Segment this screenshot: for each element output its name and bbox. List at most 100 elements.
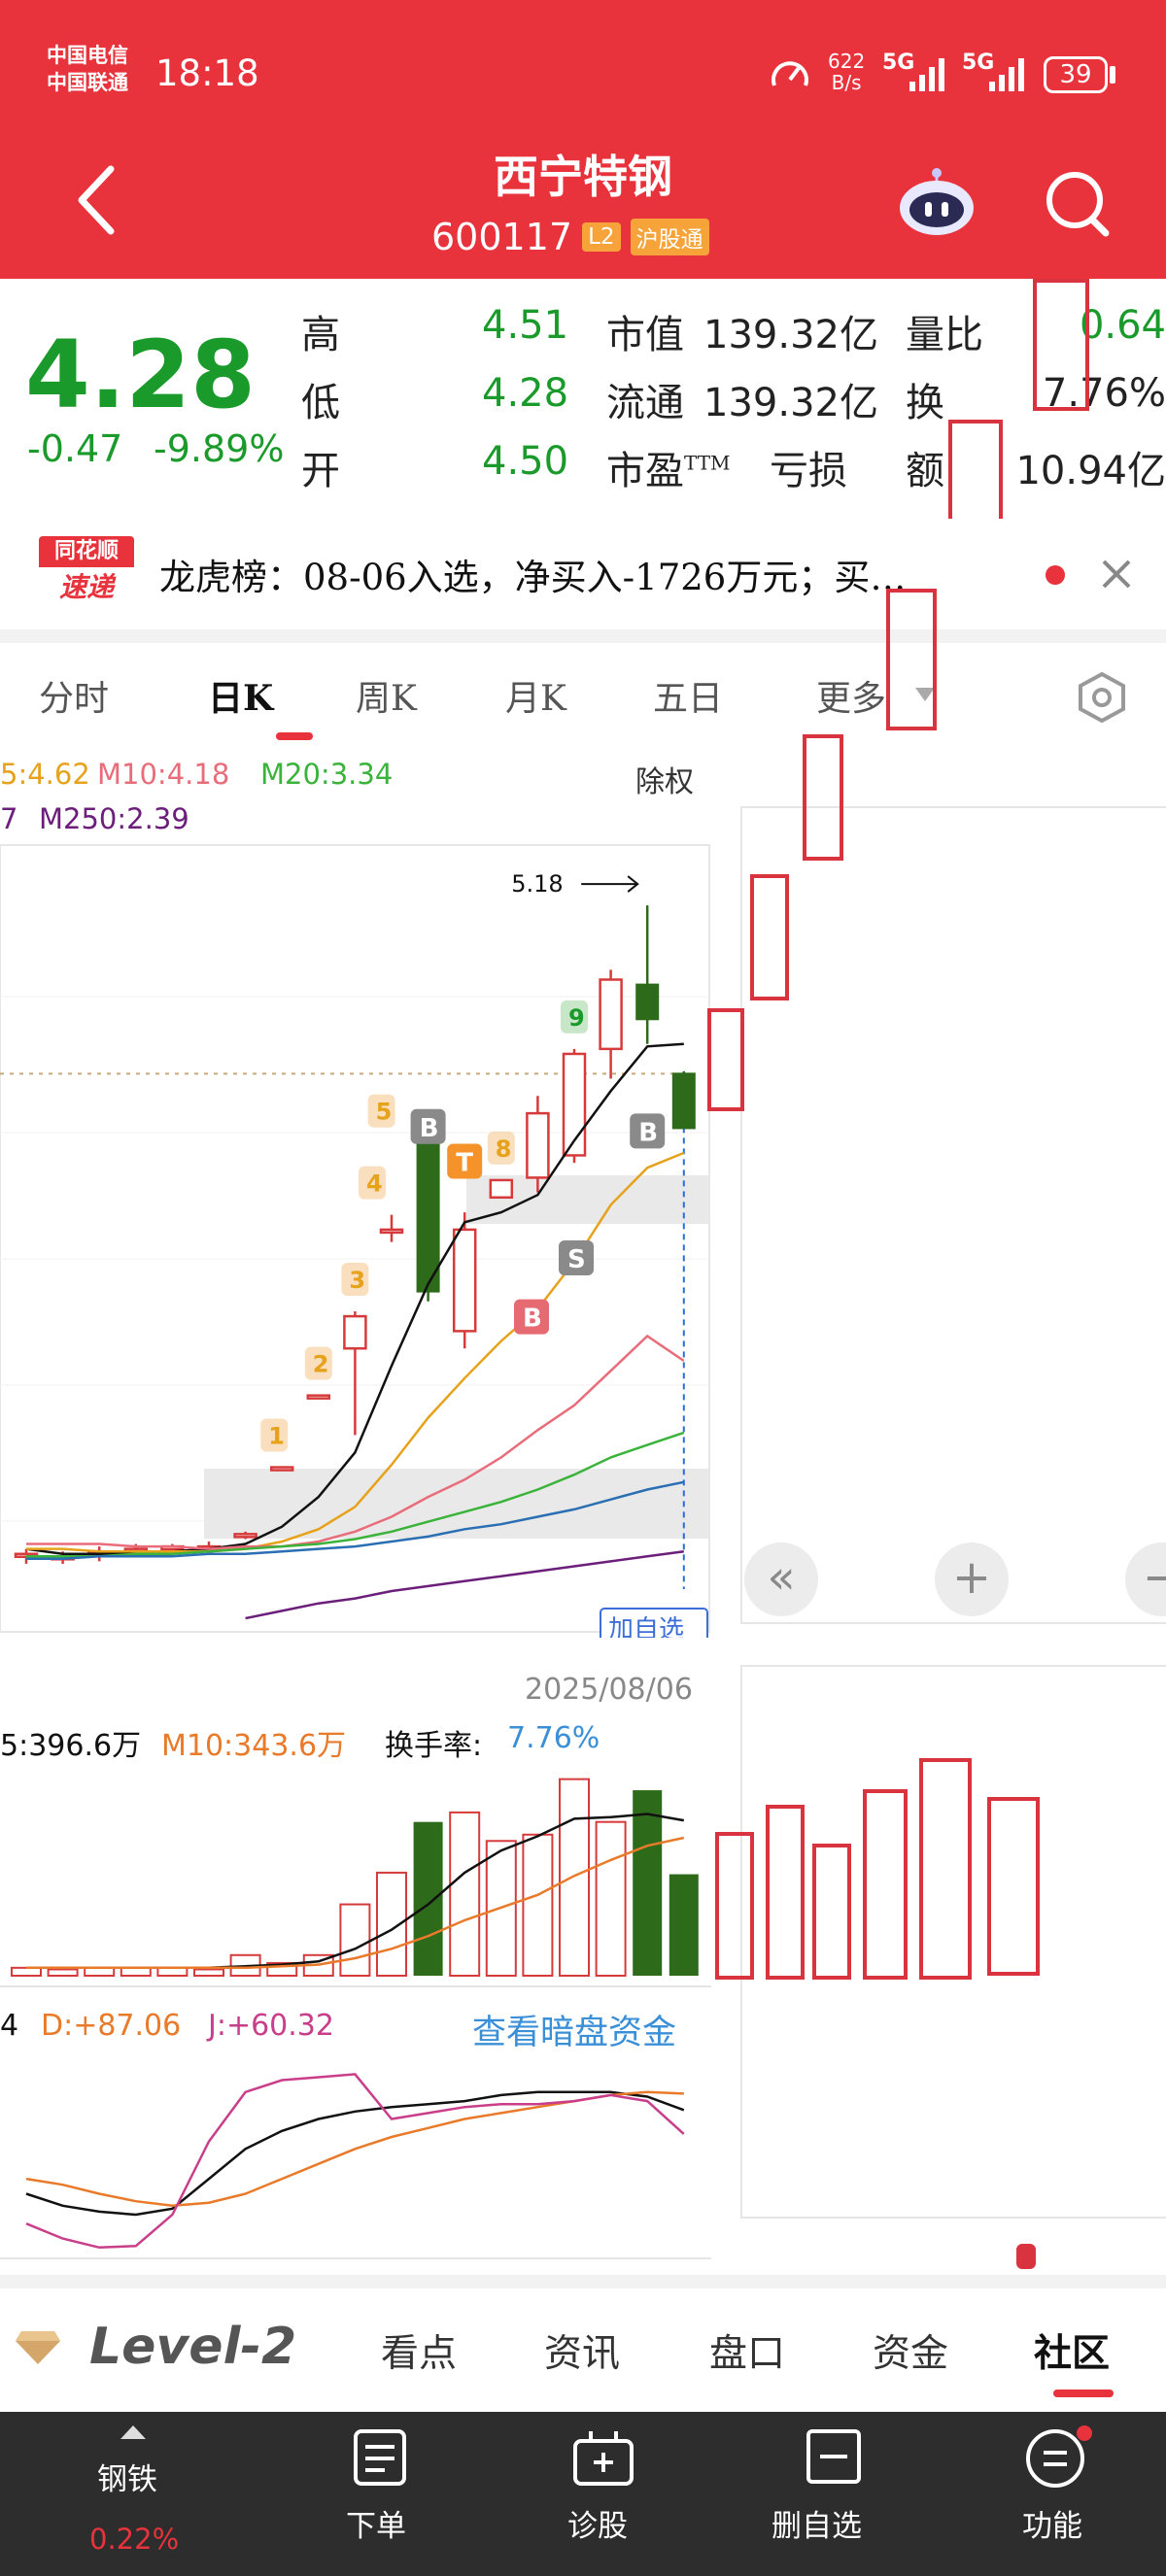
volume-bar [47, 1968, 79, 1977]
ma250-label: M250:2.39 [39, 802, 189, 835]
carrier-1: 中国电信 [47, 44, 128, 67]
carrier-2: 中国联通 [47, 71, 128, 94]
volume-ma10-line [26, 1836, 685, 1970]
open-value: 4.50 [482, 439, 569, 484]
kdj-j-label: J:+60.32 [208, 2009, 334, 2043]
double-chevron-left-icon: « [767, 1550, 796, 1605]
signal-bars-icon-1 [909, 58, 944, 91]
sell-marker-text: S [567, 1245, 586, 1274]
sequence-number: 3 [349, 1267, 365, 1294]
tab-five-day[interactable]: 五日 [653, 679, 724, 719]
status-time: 18:18 [155, 52, 259, 94]
candle-body [306, 1394, 331, 1400]
ex-rights-button[interactable]: 除权 [635, 765, 694, 799]
sequence-badge [487, 1131, 515, 1165]
news-ticker[interactable]: 同花顺 速递 龙虎榜：08-06入选，净买入-1726万元；买… [0, 519, 1166, 626]
volume-bar [339, 1903, 371, 1977]
tab-monthly-k[interactable]: 月K [505, 679, 566, 719]
volume-bar [595, 1820, 627, 1977]
tab-news[interactable]: 资讯 [544, 2332, 621, 2376]
sequence-number: 4 [366, 1170, 383, 1198]
current-price-display: 4.28 [25, 321, 256, 429]
sequence-badge [304, 1346, 332, 1380]
high-label: 高 [301, 313, 340, 357]
plus-icon: + [951, 1550, 992, 1605]
rewind-button[interactable]: « [744, 1542, 818, 1616]
tab-more[interactable]: 更多 [816, 679, 887, 719]
volume-bar [669, 1874, 699, 1976]
level2-badge: L2 [582, 222, 621, 252]
settings-hexagon-icon[interactable] [1075, 670, 1129, 725]
net-speed: 622 B/s [828, 50, 866, 94]
remove-watchlist-button[interactable]: 删自选 [768, 2412, 913, 2576]
robot-assistant-icon[interactable] [896, 165, 977, 239]
turnover-rate-value: 7.76% [507, 1721, 600, 1755]
volume-bar [84, 1966, 116, 1977]
tab-weekly-k[interactable]: 周K [356, 679, 417, 719]
place-order-label: 下单 [346, 2509, 406, 2544]
tab-order-book[interactable]: 盘口 [709, 2332, 786, 2376]
mcap-value: 139.32亿 [703, 313, 878, 357]
bottom-info-tabs: Level-2 看点 资讯 盘口 资金 社区 [0, 2275, 1166, 2399]
search-icon[interactable] [1042, 167, 1112, 241]
high-price-label: 5.18 [511, 870, 563, 898]
sell-marker-badge [559, 1240, 594, 1275]
tab-capital[interactable]: 资金 [873, 2332, 949, 2376]
close-icon[interactable] [1100, 558, 1133, 591]
unread-dot [1046, 565, 1065, 585]
dark-pool-link[interactable]: 查看暗盘资金 [472, 2014, 677, 2052]
logo-bottom: 速递 [39, 567, 134, 608]
kdj-chart[interactable] [0, 2050, 711, 2257]
highlight-box [919, 1758, 972, 1980]
support-zone [204, 1469, 709, 1539]
future-volume-panel [740, 1665, 1166, 2219]
sequence-badge [561, 1000, 588, 1034]
volume-bar [120, 1966, 152, 1977]
kdj-k-label: 4 [0, 2009, 19, 2043]
zoom-in-button[interactable]: + [935, 1542, 1009, 1616]
candle-body [489, 1178, 514, 1200]
sector-button[interactable]: 钢铁 0.22% [0, 2412, 262, 2576]
speedometer-icon [772, 61, 808, 86]
turnover-rate-label: 换手率: [385, 1729, 483, 1763]
back-arrow-icon[interactable] [72, 163, 120, 237]
level2-tab[interactable]: Level-2 [89, 2318, 297, 2376]
float-label: 流通 [606, 381, 684, 425]
pe-value: 亏损 [770, 449, 847, 493]
battery-level: 39 [1059, 60, 1092, 89]
place-order-button[interactable]: 下单 [330, 2412, 447, 2576]
open-label: 开 [301, 449, 340, 493]
candle-body [343, 1314, 367, 1350]
tab-timeshare[interactable]: 分时 [39, 679, 110, 719]
tab-community[interactable]: 社区 [1034, 2331, 1111, 2376]
hgt-badge: 沪股通 [630, 219, 709, 255]
functions-button[interactable]: 功能 [1011, 2412, 1127, 2576]
sequence-number: 1 [268, 1423, 285, 1450]
take-marker-text: T [456, 1148, 473, 1177]
functions-label: 功能 [1022, 2509, 1082, 2544]
diagnose-button[interactable]: 诊股 [552, 2412, 669, 2576]
ma10-label: M10:4.18 [97, 758, 230, 791]
diagnose-icon [573, 2431, 634, 2486]
triangle-up-icon [120, 2425, 146, 2439]
highlight-box [803, 734, 843, 861]
sequence-number: 2 [313, 1351, 329, 1378]
stock-name: 西宁特钢 [494, 151, 672, 203]
volume-bar [522, 1833, 554, 1977]
ma-line-m60 [26, 1431, 685, 1558]
tab-daily-k[interactable]: 日K [208, 678, 274, 719]
menu-circle-icon [1026, 2425, 1092, 2488]
volume-chart[interactable] [0, 1768, 711, 1982]
sequence-number: 8 [496, 1135, 512, 1163]
chart-tabs: 分时 日K 周K 月K 五日 更多 [0, 643, 1166, 740]
pe-ttm-sup: TTM [684, 451, 731, 475]
tab-highlights[interactable]: 看点 [381, 2332, 458, 2376]
ma-line-m20 [26, 1334, 685, 1550]
add-watchlist-button: 加自选 [608, 1615, 684, 1638]
candle-body [671, 1072, 696, 1130]
minus-icon: − [1142, 1550, 1166, 1605]
active-tab-indicator [276, 732, 313, 740]
order-document-icon [354, 2429, 406, 2486]
stock-code: 600117 [431, 216, 573, 258]
